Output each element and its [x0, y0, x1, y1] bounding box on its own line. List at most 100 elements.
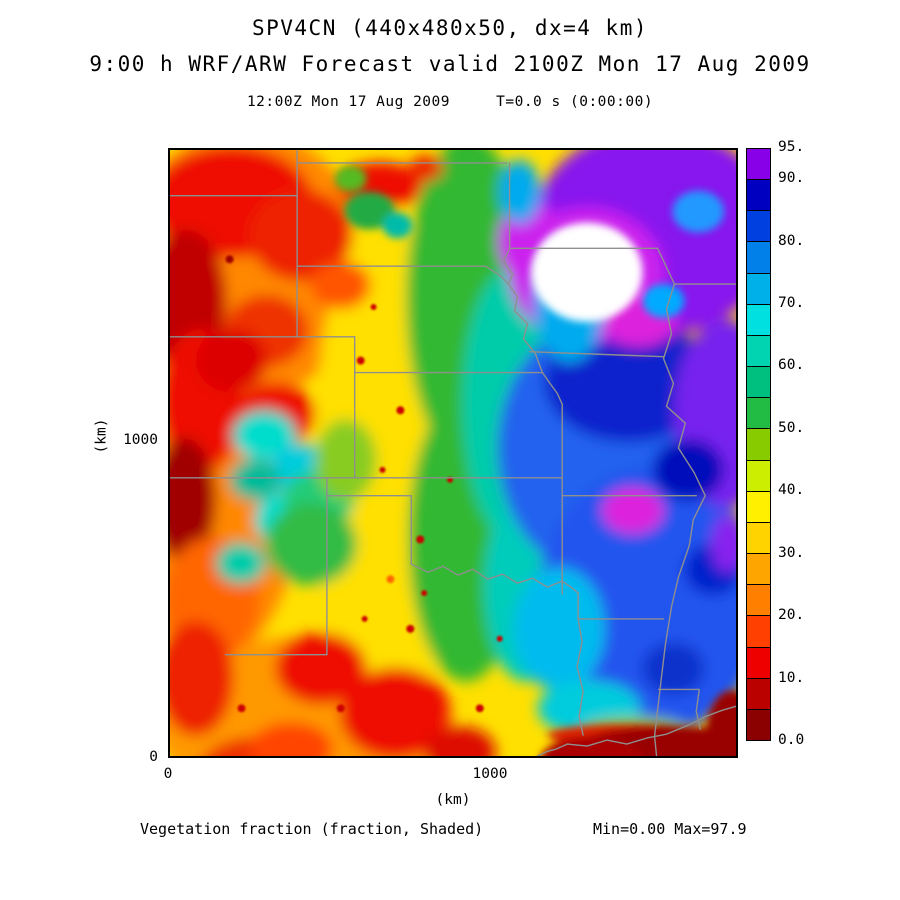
colorbar-segment	[747, 303, 770, 335]
colorbar-tick-label: 0.0	[778, 732, 805, 748]
field-blob	[711, 514, 736, 573]
colorbar-segment	[747, 708, 770, 740]
field-blob	[229, 458, 282, 501]
colorbar-segment	[747, 521, 770, 554]
init-time-line: 12:00Z Mon 17 Aug 2009 T=0.0 s (0:00:00)	[246, 94, 654, 110]
plot-title: SPV4CN (440x480x50, dx=4 km)	[251, 16, 648, 40]
colorbar-tick-label: 30.	[778, 544, 805, 561]
min-max-label: Min=0.00 Max=97.9	[593, 820, 747, 838]
field-speckle	[356, 356, 365, 365]
colorbar-segment	[747, 459, 770, 491]
field-speckle	[406, 624, 415, 633]
y-axis-tick-0: 0	[149, 749, 158, 765]
colorbar-segment	[747, 179, 770, 211]
colorbar-segment	[747, 272, 770, 304]
colorbar-segment	[747, 366, 770, 398]
colorbar-segment	[747, 584, 770, 616]
state-border-line	[653, 247, 706, 756]
field-speckle	[386, 575, 395, 584]
field-speckle	[225, 255, 234, 264]
x-axis-tick-1000: 1000	[472, 766, 508, 782]
field-blob	[195, 328, 268, 393]
field-blob	[513, 567, 605, 691]
field-blob	[382, 212, 413, 239]
shaded-field-detail-layer	[334, 165, 736, 756]
field-blob	[541, 736, 643, 756]
colorbar-tick-label: 80.	[778, 232, 805, 249]
colorbar-tick-label: 10.	[778, 669, 805, 686]
colorbar-tick-label: 70.	[778, 295, 805, 312]
x-axis-label: (km)	[435, 792, 471, 808]
field-blob	[672, 190, 725, 233]
field-blob	[215, 542, 266, 585]
field-blob	[601, 487, 664, 534]
field-speckle	[421, 590, 428, 597]
colorbar-tick-label: 60.	[778, 357, 805, 374]
field-blob	[249, 189, 353, 282]
shaded-field-speckle-layer	[225, 255, 546, 713]
vegetation-fraction-map	[170, 150, 736, 756]
colorbar-segment	[747, 334, 770, 367]
map-plot-frame	[168, 148, 738, 758]
colorbar-labels: 95. 90. 80. 70. 60. 50. 40. 30. 20. 10. 0.0	[778, 139, 826, 748]
colorbar-tick-label: 20.	[778, 607, 805, 624]
field-blob	[275, 632, 367, 705]
field-speckle	[370, 303, 377, 310]
field-blob	[424, 726, 496, 756]
field-speckle	[475, 704, 484, 713]
colorbar-segment	[747, 428, 770, 460]
field-blob	[706, 690, 736, 756]
field-blob	[498, 159, 541, 224]
colorbar-tick-label: 90.	[778, 170, 805, 187]
field-blob	[652, 439, 725, 501]
field-blob	[334, 165, 367, 192]
colorbar-tick-label: 50.	[778, 419, 805, 436]
field-description-label: Vegetation fraction (fraction, Shaded)	[140, 820, 484, 838]
state-border-line	[576, 618, 584, 736]
state-border-line	[528, 350, 665, 358]
field-speckle	[396, 406, 405, 415]
field-speckle	[336, 704, 345, 713]
field-speckle	[379, 466, 386, 473]
colorbar-segment	[747, 553, 770, 585]
colorbar-tick-label: 40.	[778, 482, 805, 499]
state-border-line	[296, 265, 510, 285]
field-speckle	[496, 635, 503, 642]
state-border-line	[410, 563, 579, 594]
state-borders-layer	[170, 150, 736, 756]
colorbar-segment	[747, 490, 770, 522]
field-blob	[232, 410, 297, 460]
field-blob	[344, 191, 395, 230]
plot-subtitle: 9:00 h WRF/ARW Forecast valid 2100Z Mon …	[89, 52, 811, 76]
field-speckle	[416, 535, 425, 544]
colorbar-segment	[747, 241, 770, 273]
field-blob	[249, 722, 333, 756]
y-axis-label: (km)	[93, 418, 110, 454]
field-speckle	[539, 659, 546, 666]
x-axis-tick-0: 0	[163, 766, 173, 782]
field-blob	[642, 642, 705, 695]
colorbar-tick-label: 95.	[778, 139, 805, 155]
colorbar	[746, 148, 771, 741]
colorbar-segment	[747, 149, 770, 180]
shaded-field-soft-layer	[170, 150, 736, 756]
state-border-line	[502, 162, 563, 406]
field-speckle	[237, 704, 246, 713]
field-blob	[265, 503, 357, 586]
colorbar-segment	[747, 615, 770, 647]
colorbar-segment	[747, 210, 770, 242]
state-border-line	[536, 705, 736, 756]
field-blob	[339, 667, 451, 756]
field-blob	[409, 154, 444, 181]
colorbar-segment	[747, 646, 770, 678]
field-speckle	[361, 615, 368, 622]
field-blob	[642, 284, 685, 318]
field-blob	[311, 261, 371, 309]
colorbar-segment	[747, 677, 770, 709]
y-axis-tick-1000: 1000	[123, 432, 158, 448]
field-blob	[170, 438, 216, 562]
colorbar-segment	[747, 397, 770, 429]
field-blob	[314, 419, 377, 501]
field-blob	[531, 222, 643, 322]
